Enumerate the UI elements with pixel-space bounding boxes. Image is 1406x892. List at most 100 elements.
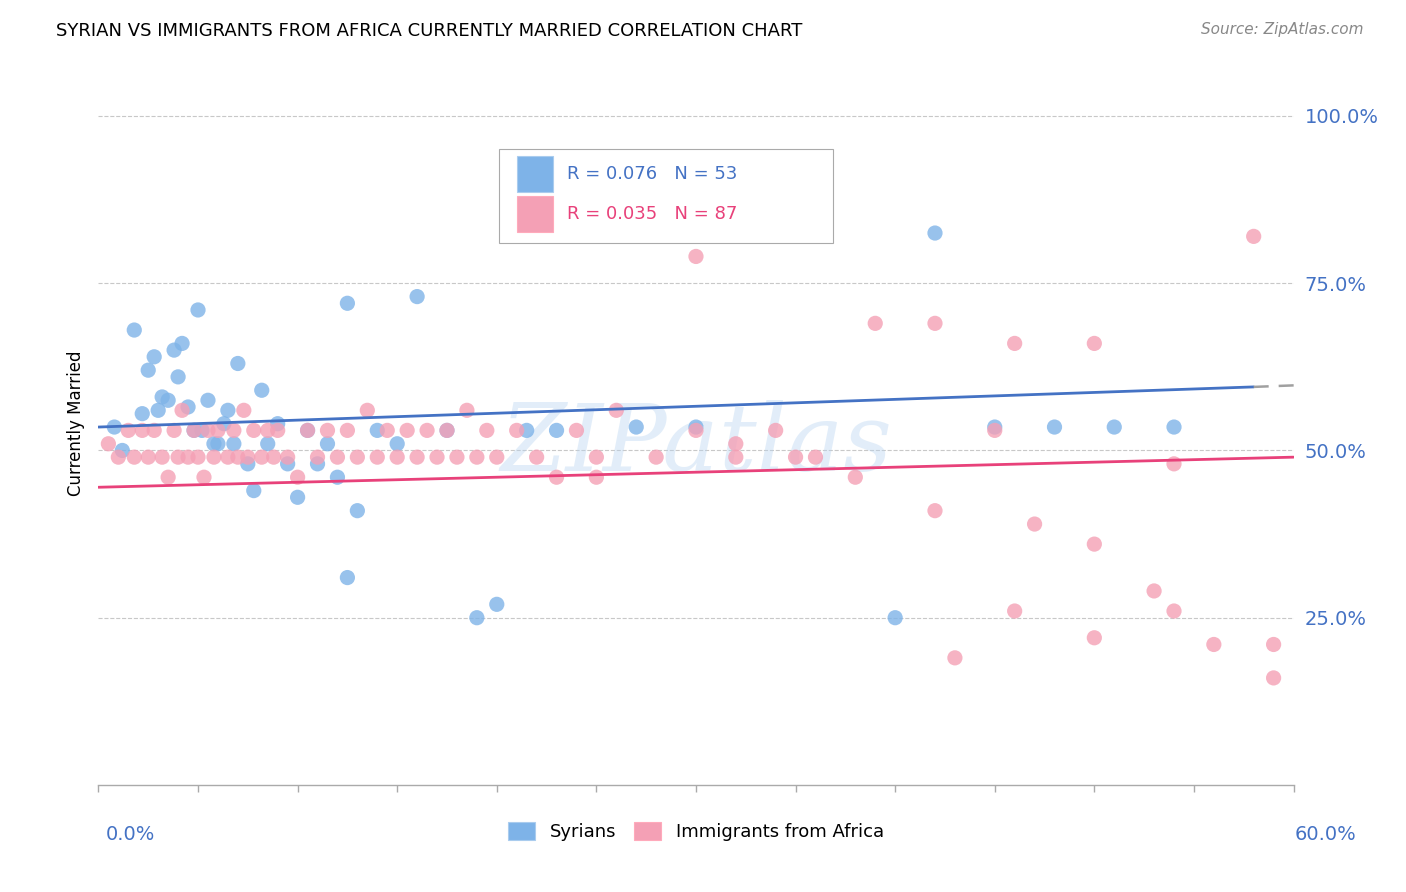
Point: [202, 450, 225, 464]
Point: [256, 436, 278, 450]
Point: [804, 450, 827, 464]
Point: [406, 289, 429, 303]
Point: [326, 470, 349, 484]
Text: 60.0%: 60.0%: [1295, 825, 1357, 844]
Point: [143, 350, 166, 364]
Point: [316, 436, 339, 450]
Point: [167, 450, 190, 464]
Point: [267, 417, 290, 431]
Point: [506, 424, 529, 438]
Point: [143, 424, 166, 438]
Point: [297, 424, 319, 438]
Point: [136, 363, 159, 377]
Point: [865, 317, 887, 331]
Point: [150, 450, 173, 464]
Point: [1143, 584, 1166, 599]
Point: [1024, 516, 1046, 531]
Y-axis label: Currently Married: Currently Married: [66, 351, 84, 497]
Point: [1243, 229, 1265, 244]
Point: [202, 436, 225, 450]
FancyBboxPatch shape: [499, 149, 834, 243]
Point: [336, 296, 359, 310]
Point: [148, 403, 170, 417]
Point: [191, 424, 214, 438]
Point: [250, 450, 273, 464]
Point: [605, 403, 627, 417]
Point: [645, 450, 668, 464]
Point: [456, 403, 478, 417]
Point: [346, 503, 368, 517]
Point: [131, 424, 153, 438]
Point: [436, 424, 458, 438]
Point: [207, 436, 229, 450]
Point: [1083, 537, 1105, 551]
Point: [177, 450, 200, 464]
Point: [685, 424, 707, 438]
Point: [685, 250, 707, 264]
Point: [1163, 457, 1185, 471]
Legend: Syrians, Immigrants from Africa: Syrians, Immigrants from Africa: [501, 814, 891, 848]
Point: [1163, 420, 1185, 434]
Point: [307, 457, 329, 471]
Point: [336, 571, 359, 585]
Point: [226, 356, 249, 371]
Point: [626, 420, 648, 434]
Point: [217, 450, 239, 464]
Point: [267, 424, 290, 438]
Point: [436, 424, 458, 438]
Point: [385, 436, 409, 450]
Point: [475, 424, 498, 438]
Point: [222, 424, 245, 438]
Point: [103, 420, 125, 434]
Point: [346, 450, 368, 464]
Point: [222, 436, 245, 450]
Point: [546, 470, 568, 484]
Point: [243, 424, 266, 438]
Point: [1163, 604, 1185, 618]
Point: [287, 470, 309, 484]
Point: [131, 407, 153, 421]
Point: [724, 436, 747, 450]
Point: [984, 424, 1007, 438]
Text: R = 0.035   N = 87: R = 0.035 N = 87: [567, 205, 737, 223]
Point: [446, 450, 468, 464]
Point: [287, 490, 309, 504]
Point: [117, 424, 139, 438]
Point: [844, 470, 866, 484]
Point: [565, 424, 588, 438]
Point: [197, 424, 219, 438]
Point: [163, 343, 186, 358]
Point: [366, 450, 388, 464]
Point: [924, 317, 946, 331]
Point: [485, 598, 508, 612]
Point: [546, 424, 568, 438]
Point: [396, 424, 419, 438]
Point: [416, 424, 439, 438]
Point: [207, 424, 229, 438]
Point: [187, 450, 209, 464]
Point: [1043, 420, 1066, 434]
Point: [277, 457, 299, 471]
Point: [217, 403, 239, 417]
Point: [236, 457, 259, 471]
Point: [1004, 336, 1026, 351]
Point: [256, 424, 278, 438]
Point: [167, 369, 190, 384]
Text: 0.0%: 0.0%: [105, 825, 155, 844]
Point: [124, 323, 146, 337]
Point: [243, 483, 266, 498]
Point: [924, 226, 946, 240]
Point: [193, 470, 215, 484]
Point: [212, 417, 235, 431]
Point: [426, 450, 449, 464]
Point: [232, 403, 254, 417]
Point: [307, 450, 329, 464]
Point: [366, 424, 388, 438]
Point: [465, 611, 488, 625]
Point: [1322, 637, 1344, 651]
Point: [172, 403, 194, 417]
Point: [526, 450, 548, 464]
Point: [1083, 631, 1105, 645]
Text: Source: ZipAtlas.com: Source: ZipAtlas.com: [1201, 22, 1364, 37]
Point: [984, 420, 1007, 434]
